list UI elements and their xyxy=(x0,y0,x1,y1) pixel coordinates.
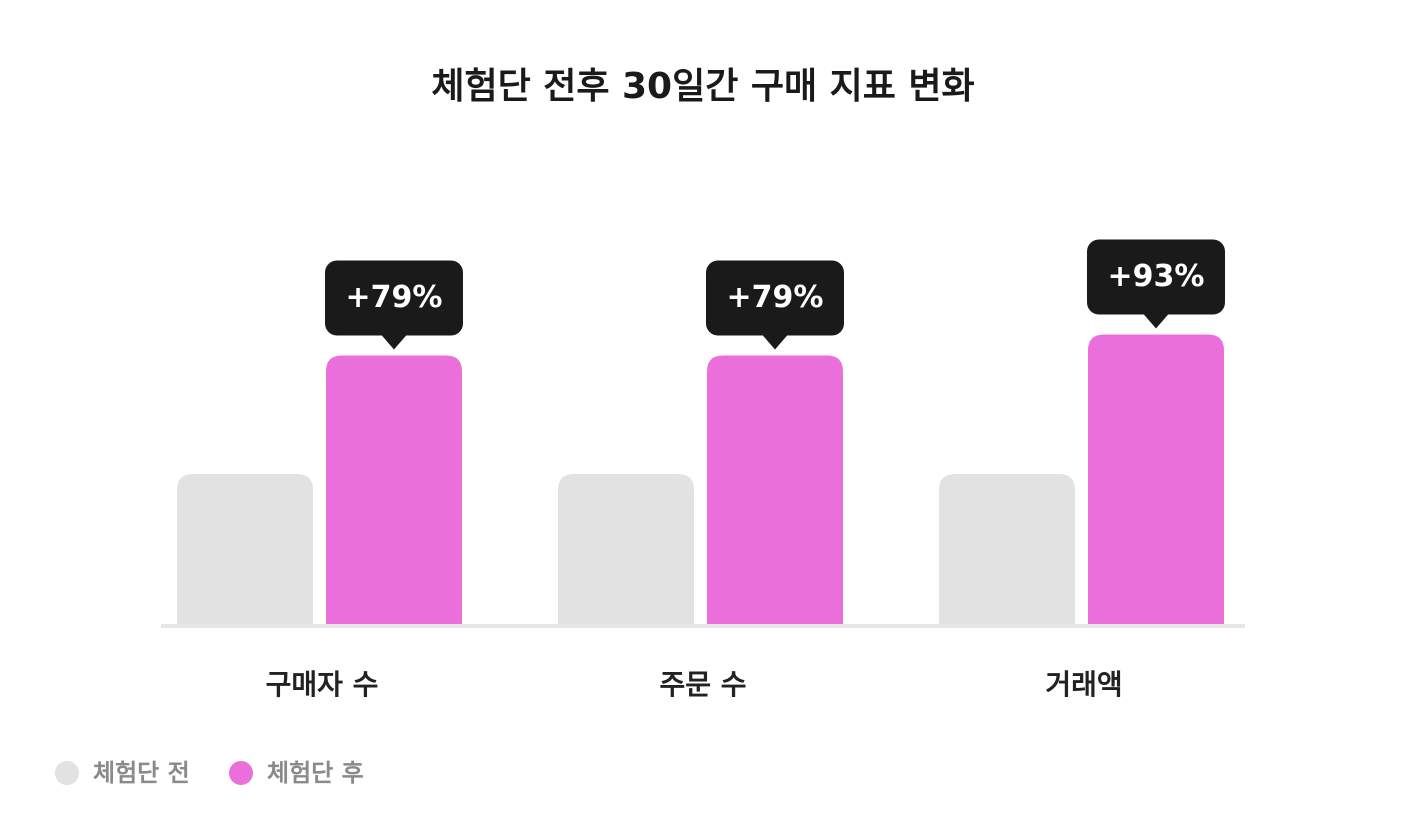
tooltip xyxy=(1087,239,1225,315)
bar xyxy=(707,355,843,624)
x-tick-label: 거래액 xyxy=(1045,668,1122,701)
bar xyxy=(558,474,694,624)
annotation: +79% xyxy=(727,280,824,315)
chart-title: 체험단 전후 30일간 구매 지표 변화 xyxy=(431,66,974,107)
tooltip-pointer xyxy=(381,334,407,350)
tooltip-pointer xyxy=(1143,313,1169,329)
annotation: +93% xyxy=(1108,259,1205,294)
bar xyxy=(326,355,462,624)
legend-marker xyxy=(55,761,79,785)
bar xyxy=(177,474,313,624)
legend-label: 체험단 전 xyxy=(93,759,190,787)
legend-marker xyxy=(229,761,253,785)
tooltip xyxy=(706,260,844,336)
bar xyxy=(1088,334,1224,624)
bar xyxy=(939,474,1075,624)
x-tick-label: 구매자 수 xyxy=(266,668,379,701)
annotation: +79% xyxy=(346,280,443,315)
legend-label: 체험단 후 xyxy=(267,759,364,787)
x-tick-label: 주문 수 xyxy=(659,668,746,701)
tooltip-pointer xyxy=(762,334,788,350)
tooltip xyxy=(325,260,463,336)
